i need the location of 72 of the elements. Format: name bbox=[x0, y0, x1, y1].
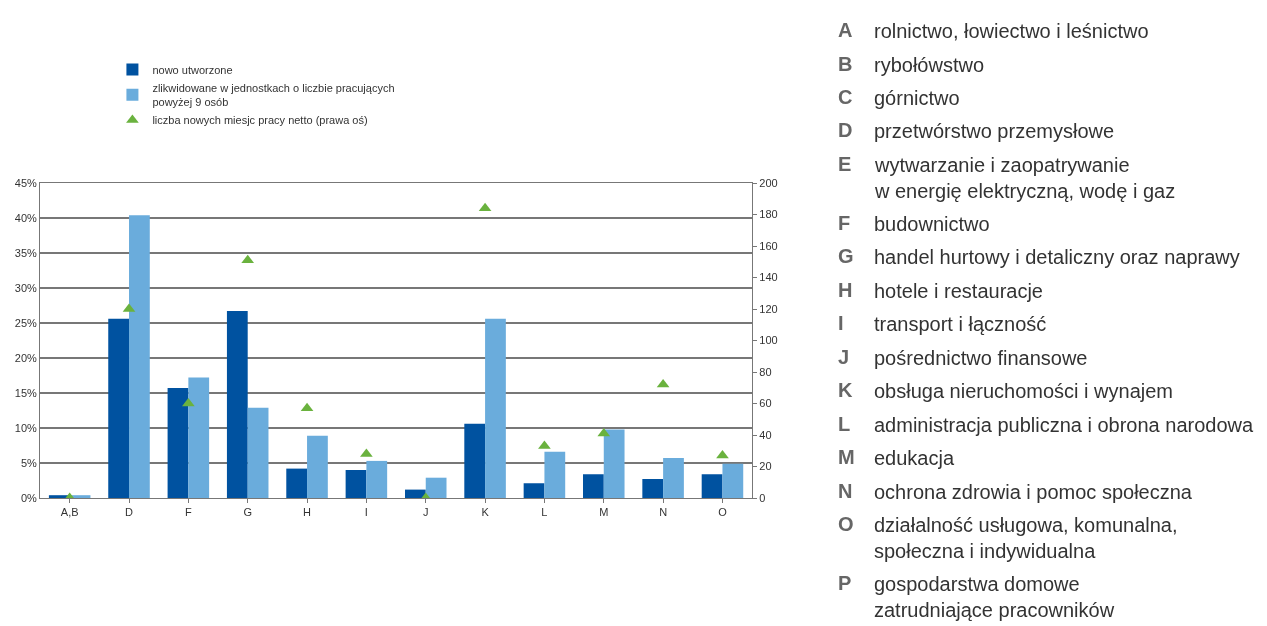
text: L administracja publiczna i obrona narodowa bbox=[838, 413, 1254, 436]
bar bbox=[642, 479, 664, 498]
text: K obsługa nieruchomości i wynajem bbox=[838, 379, 1174, 402]
y-tick-label: 15% bbox=[14, 386, 37, 399]
x-tick-label: A,B bbox=[60, 506, 79, 519]
bar bbox=[307, 435, 328, 498]
bar bbox=[603, 429, 625, 498]
bar bbox=[544, 451, 566, 498]
bar bbox=[345, 470, 367, 498]
legend-label: nowo utworzone bbox=[152, 63, 233, 76]
x-tick-label: D bbox=[125, 506, 134, 519]
text: G handel hurtowy i detaliczny oraz naprawy bbox=[838, 245, 1240, 268]
y-tick-label: 35% bbox=[14, 246, 37, 259]
y2-tick-label: 120 bbox=[759, 302, 778, 315]
y2-tick-label: 180 bbox=[759, 208, 778, 221]
x-tick-label: J bbox=[422, 506, 429, 519]
bar bbox=[247, 407, 269, 498]
bar bbox=[226, 311, 248, 498]
bar bbox=[722, 463, 744, 498]
x-tick-label: G bbox=[243, 506, 252, 519]
y2-tick-label: 20 bbox=[759, 460, 772, 473]
y2-tick-label: 40 bbox=[759, 428, 772, 441]
text: C górnictwo bbox=[838, 86, 960, 109]
y2-tick-label: 0 bbox=[759, 491, 766, 504]
y-tick-label: 5% bbox=[20, 456, 38, 469]
text: P gospodarstwa domowe zatrudniające pracowników bbox=[838, 572, 1115, 621]
y-tick-label: 30% bbox=[14, 281, 37, 294]
text: F budownictwo bbox=[838, 212, 990, 235]
y2-tick-label: 100 bbox=[759, 334, 778, 347]
point bbox=[597, 427, 611, 437]
y-tick-label: 20% bbox=[14, 351, 37, 364]
x-tick-label: M bbox=[599, 506, 609, 519]
bar bbox=[366, 460, 388, 498]
x-tick-label: I bbox=[364, 506, 368, 519]
y-tick-label: 40% bbox=[14, 211, 37, 224]
text: I transport i łączność bbox=[838, 312, 1047, 335]
text: M edukacja bbox=[838, 446, 955, 469]
text: J pośrednictwo finansowe bbox=[838, 346, 1088, 369]
point bbox=[716, 449, 729, 459]
y-tick-label: 45% bbox=[14, 176, 37, 189]
x-tick-label: H bbox=[303, 506, 312, 519]
y-tick-label: 25% bbox=[14, 316, 37, 329]
bar bbox=[701, 474, 723, 498]
y-tick-label: 10% bbox=[14, 421, 37, 434]
text: A rolnictwo, łowiectwo i leśnictwo bbox=[838, 19, 1149, 42]
text: B rybołówstwo bbox=[838, 53, 985, 76]
text: H hotele i restauracje bbox=[838, 279, 1043, 302]
bar bbox=[167, 388, 189, 498]
y2-tick-label: 60 bbox=[759, 397, 772, 410]
text: D przetwórstwo przemysłowe bbox=[838, 119, 1115, 142]
bar bbox=[663, 458, 684, 498]
x-tick-label: L bbox=[541, 506, 548, 519]
x-tick-label: F bbox=[184, 506, 192, 519]
y2-tick-label: 200 bbox=[759, 176, 778, 189]
bar bbox=[485, 318, 506, 498]
x-tick-label: O bbox=[718, 506, 728, 519]
bar bbox=[286, 468, 308, 498]
bar bbox=[523, 483, 545, 498]
bar bbox=[129, 215, 150, 498]
bar bbox=[583, 474, 604, 498]
y2-tick-label: 160 bbox=[759, 239, 778, 252]
y2-tick-label: 80 bbox=[759, 365, 772, 378]
x-tick-label: N bbox=[659, 506, 668, 519]
bar bbox=[425, 477, 447, 498]
y2-tick-label: 140 bbox=[759, 271, 778, 284]
text: N ochrona zdrowia i pomoc społeczna bbox=[838, 480, 1193, 503]
y-tick-label: 0% bbox=[20, 491, 38, 504]
bar bbox=[188, 377, 210, 498]
bar bbox=[108, 318, 130, 498]
legend-label: liczba nowych miesjc pracy netto (prawa oś) bbox=[152, 114, 368, 127]
x-tick-label: K bbox=[481, 506, 490, 519]
bar bbox=[464, 423, 486, 498]
